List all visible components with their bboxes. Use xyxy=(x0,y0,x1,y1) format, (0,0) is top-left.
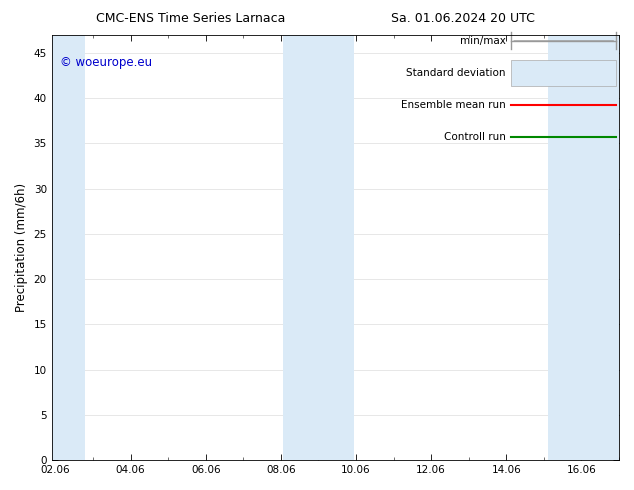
Text: Ensemble mean run: Ensemble mean run xyxy=(401,100,505,110)
Y-axis label: Precipitation (mm/6h): Precipitation (mm/6h) xyxy=(15,183,28,312)
Text: CMC-ENS Time Series Larnaca: CMC-ENS Time Series Larnaca xyxy=(96,12,285,25)
Bar xyxy=(283,35,354,460)
Text: © woeurope.eu: © woeurope.eu xyxy=(60,56,152,69)
Bar xyxy=(51,35,86,460)
FancyBboxPatch shape xyxy=(511,60,616,86)
Text: Standard deviation: Standard deviation xyxy=(406,68,505,78)
Text: Controll run: Controll run xyxy=(444,132,505,142)
Text: min/max: min/max xyxy=(460,36,505,46)
Text: Sa. 01.06.2024 20 UTC: Sa. 01.06.2024 20 UTC xyxy=(391,12,534,25)
Bar xyxy=(548,35,619,460)
